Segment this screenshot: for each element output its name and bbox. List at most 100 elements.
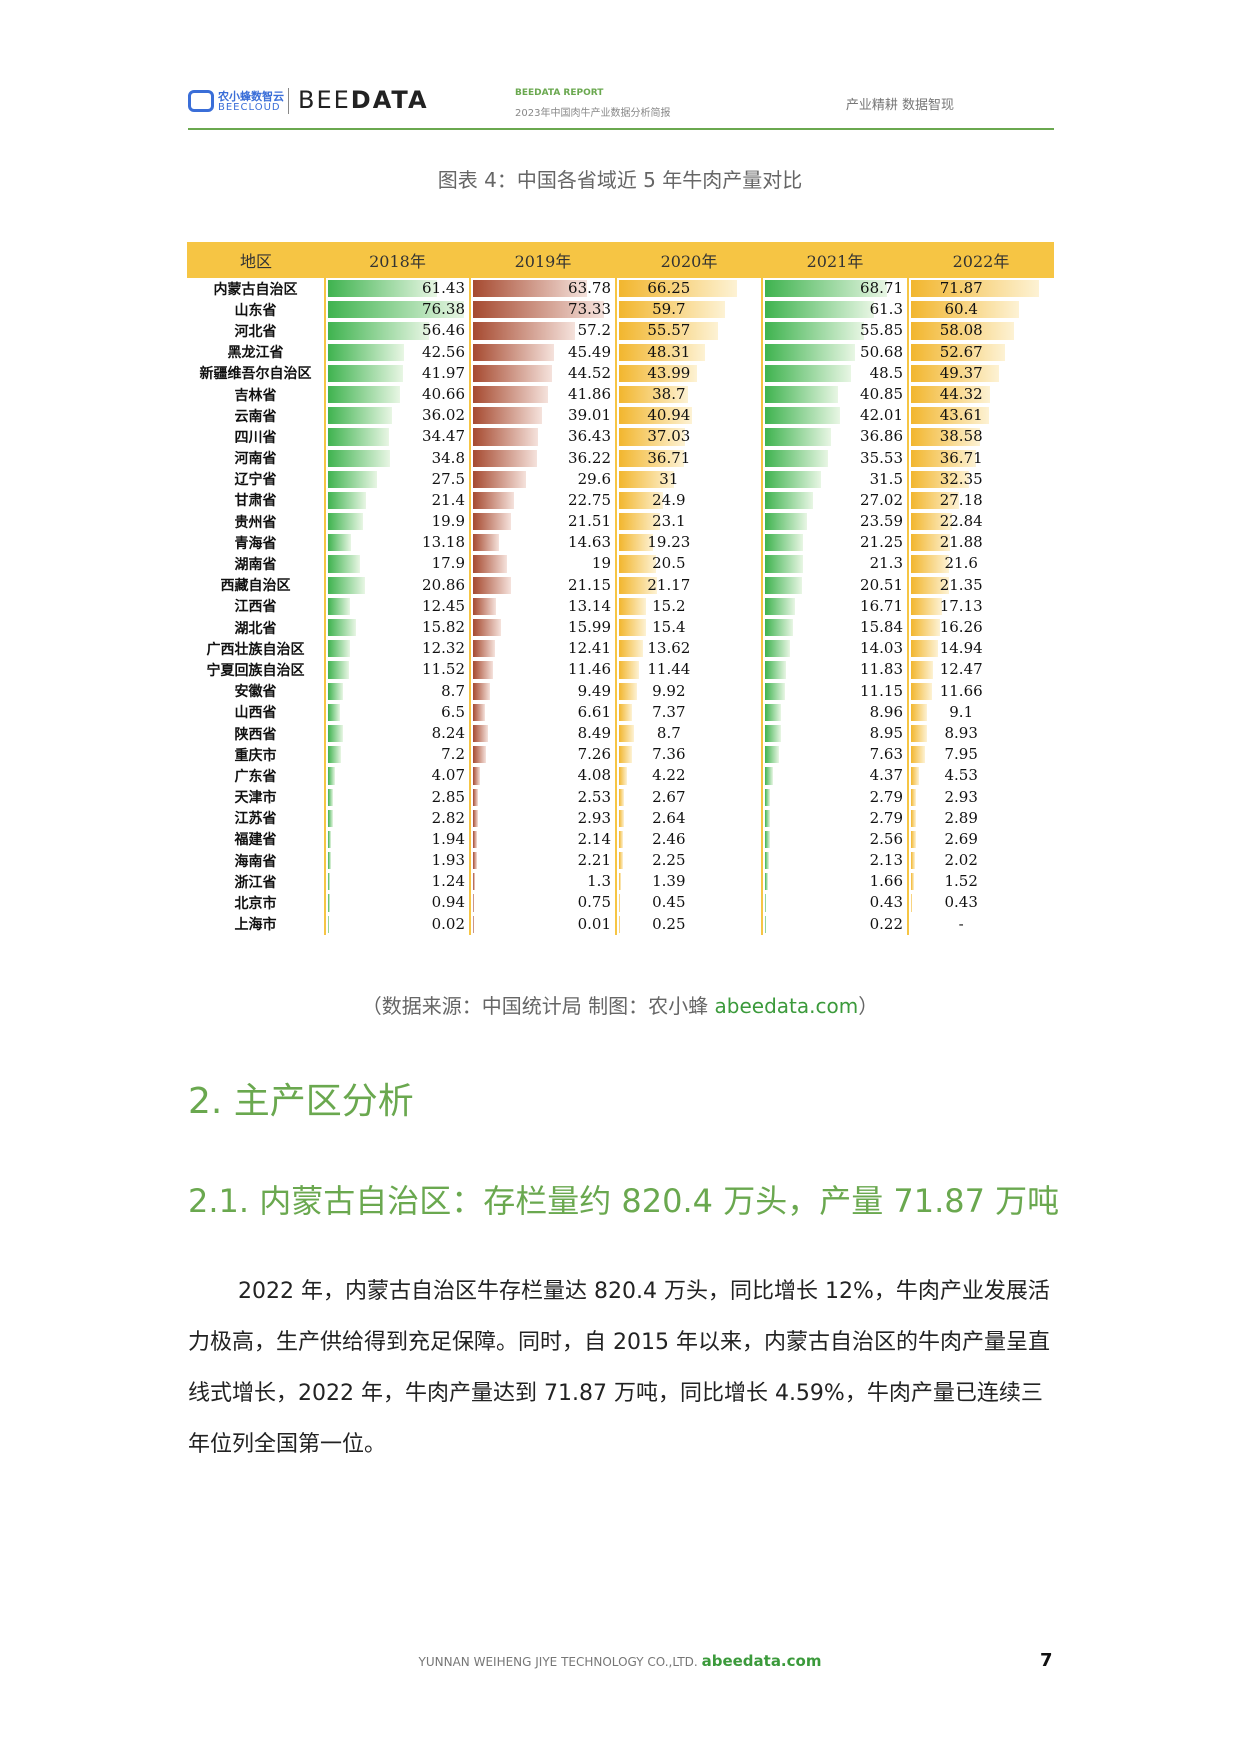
data-bar: [328, 809, 334, 827]
data-bar: [911, 640, 938, 658]
value-cell: 27.5: [324, 468, 470, 490]
value-cell: 42.01: [761, 405, 908, 427]
footer-link[interactable]: abeedata.com: [701, 1652, 822, 1670]
value-cell: 12.47: [907, 659, 1054, 681]
data-bar: [911, 894, 912, 912]
data-bar: [911, 746, 926, 764]
value-cell: 66.25: [615, 278, 762, 300]
value-cell: 36.71: [907, 447, 1054, 469]
data-bar: [765, 640, 790, 658]
value-label: 11.83: [860, 660, 903, 679]
value-label: 20.51: [860, 575, 903, 594]
value-label: 22.84: [939, 512, 983, 531]
data-bar: [911, 703, 928, 721]
value-cell: 19.23: [615, 532, 762, 554]
value-label: 7.95: [944, 745, 978, 764]
value-label: 2.53: [577, 787, 611, 806]
data-bar: [619, 640, 644, 658]
data-bar: [765, 767, 773, 785]
value-label: 68.71: [860, 279, 903, 297]
value-cell: 2.25: [615, 850, 762, 872]
data-bar: [619, 746, 633, 764]
region-cell: 陕西省: [234, 726, 277, 743]
value-label: 29.6: [577, 469, 611, 488]
value-cell: 11.44: [615, 659, 762, 681]
value-cell: 21.35: [907, 574, 1054, 596]
data-bar: [473, 428, 538, 446]
data-bar: [473, 280, 587, 298]
value-cell: 43.61: [907, 405, 1054, 427]
data-bar: [328, 894, 330, 912]
value-cell: 2.89: [907, 807, 1054, 829]
value-label: 55.57: [647, 321, 691, 340]
data-bar: [328, 470, 377, 488]
value-label: 15.99: [568, 618, 611, 636]
data-bar: [473, 640, 496, 658]
value-label: 23.1: [652, 512, 686, 531]
value-cell: 7.63: [761, 744, 908, 766]
value-cell: 45.49: [469, 341, 616, 363]
data-bar: [911, 830, 916, 849]
region-cell: 山西省: [234, 705, 277, 722]
value-cell: 12.32: [324, 638, 470, 660]
value-cell: 52.67: [907, 341, 1054, 363]
value-cell: 13.18: [324, 532, 470, 554]
value-cell: 55.57: [615, 320, 762, 342]
data-bar: [473, 576, 511, 594]
value-cell: 2.67: [615, 786, 762, 808]
value-cell: 15.4: [615, 617, 762, 639]
region-cell: 四川省: [234, 429, 277, 446]
value-label: 32.35: [939, 469, 983, 488]
data-bar: [473, 661, 494, 679]
data-bar: [473, 555, 507, 573]
region-cell: 北京市: [234, 896, 277, 913]
data-bar: [619, 513, 661, 531]
value-label: 1.93: [431, 851, 465, 870]
region-cell: 吉林省: [234, 387, 277, 404]
value-label: 4.08: [577, 766, 611, 785]
data-bar: [911, 491, 960, 510]
data-bar: [328, 428, 390, 446]
table-row: 新疆维吾尔自治区 41.97 44.52 43.99 48.5 49.37: [187, 362, 1054, 384]
value-cell: 22.84: [907, 511, 1054, 533]
region-cell: 河北省: [234, 323, 277, 340]
value-cell: 21.51: [469, 511, 616, 533]
table-row: 广西壮族自治区 12.32 12.41 13.62 14.03 14.94: [187, 638, 1054, 660]
data-bar: [765, 915, 766, 933]
source-link[interactable]: abeedata.com: [714, 994, 859, 1018]
table-row: 内蒙古自治区 61.43 63.78 66.25 68.71 71.87: [187, 278, 1054, 300]
value-label: 2.46: [652, 829, 686, 848]
value-label: 11.46: [568, 660, 611, 679]
value-label: 31: [659, 469, 679, 488]
value-label: 9.92: [652, 681, 686, 700]
data-bar: [765, 746, 779, 764]
beef-production-table: 地区 2018年 2019年 2020年 2021年 2022年 内蒙古自治区 6…: [187, 242, 1054, 935]
region-cell: 贵州省: [234, 514, 277, 531]
value-label: 40.66: [422, 384, 465, 403]
value-cell: 7.36: [615, 744, 762, 766]
data-bar: [328, 343, 404, 361]
data-bar: [328, 449, 390, 467]
region-cell: 辽宁省: [234, 472, 277, 489]
value-label: 2.56: [869, 829, 903, 848]
value-label: 27.5: [431, 469, 465, 488]
data-bar: [328, 364, 403, 382]
value-cell: 27.18: [907, 489, 1054, 512]
data-bar: [765, 682, 785, 700]
data-bar: [619, 682, 637, 700]
value-label: 16.26: [939, 618, 983, 636]
data-bar: [328, 915, 329, 933]
value-cell: 49.37: [907, 362, 1054, 384]
table-row: 福建省 1.94 2.14 2.46 2.56 2.69: [187, 828, 1054, 851]
value-label: 9.1: [949, 702, 974, 721]
data-bar: [328, 724, 343, 743]
value-cell: 4.22: [615, 765, 762, 787]
value-label: 49.37: [939, 363, 983, 382]
data-bar: [911, 428, 980, 446]
data-bar: [765, 513, 807, 531]
value-cell: 48.31: [615, 341, 762, 363]
header-cell: 地区: [187, 242, 325, 278]
value-cell: 15.99: [469, 617, 616, 639]
table-row: 江苏省 2.82 2.93 2.64 2.79 2.89: [187, 807, 1054, 829]
data-bar: [619, 322, 718, 340]
